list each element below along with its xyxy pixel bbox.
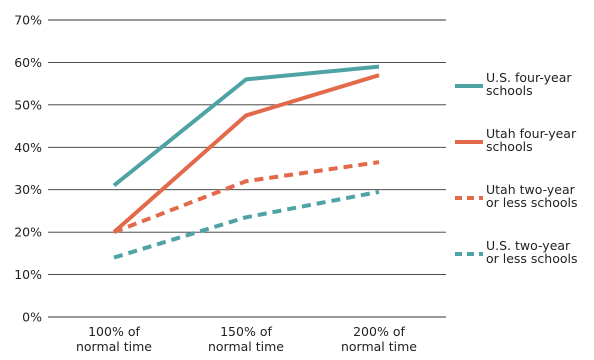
y-tick-label: 30% — [14, 182, 42, 197]
x-tick-label-line: 150% of — [220, 324, 272, 339]
series-line — [113, 160, 380, 235]
x-tick-label: 200% of normal time — [341, 324, 417, 354]
y-tick-label: 10% — [14, 267, 42, 282]
legend-label-line: U.S. four-year — [486, 70, 572, 85]
legend-label: Utah four-year schools — [486, 126, 577, 154]
series-line — [113, 189, 380, 260]
x-tick-label-line: normal time — [208, 339, 284, 354]
x-tick-label: 100% of normal time — [76, 324, 152, 354]
series-line — [112, 73, 380, 234]
legend-label: U.S. four-year schools — [486, 70, 572, 98]
y-tick-label: 60% — [14, 55, 42, 70]
y-tick-label: 50% — [14, 97, 42, 112]
series-lines — [112, 64, 380, 260]
x-tick-label-line: 100% of — [88, 324, 140, 339]
legend-label-line: schools — [486, 83, 533, 98]
y-tick-label: 70% — [14, 13, 42, 28]
y-axis-tick-labels: 0% 10% 20% 30% 40% 50% 60% 70% — [14, 13, 42, 325]
legend-label-line: schools — [486, 139, 533, 154]
y-tick-label: 0% — [22, 310, 42, 325]
gridlines — [48, 19, 446, 318]
y-tick-label: 40% — [14, 140, 42, 155]
legend-label-line: or less schools — [486, 251, 578, 266]
legend-label-line: Utah four-year — [486, 126, 577, 141]
legend-label-line: Utah two-year — [486, 182, 576, 197]
x-tick-label-line: normal time — [341, 339, 417, 354]
legend-label-line: U.S. two-year — [486, 238, 571, 253]
legend-label: Utah two-year or less schools — [486, 182, 578, 210]
x-tick-label-line: 200% of — [353, 324, 405, 339]
legend-label: U.S. two-year or less schools — [486, 238, 578, 266]
series-line — [112, 64, 380, 188]
x-tick-label-line: normal time — [76, 339, 152, 354]
legend-label-line: or less schools — [486, 195, 578, 210]
x-tick-label: 150% of normal time — [208, 324, 284, 354]
y-tick-label: 20% — [14, 225, 42, 240]
